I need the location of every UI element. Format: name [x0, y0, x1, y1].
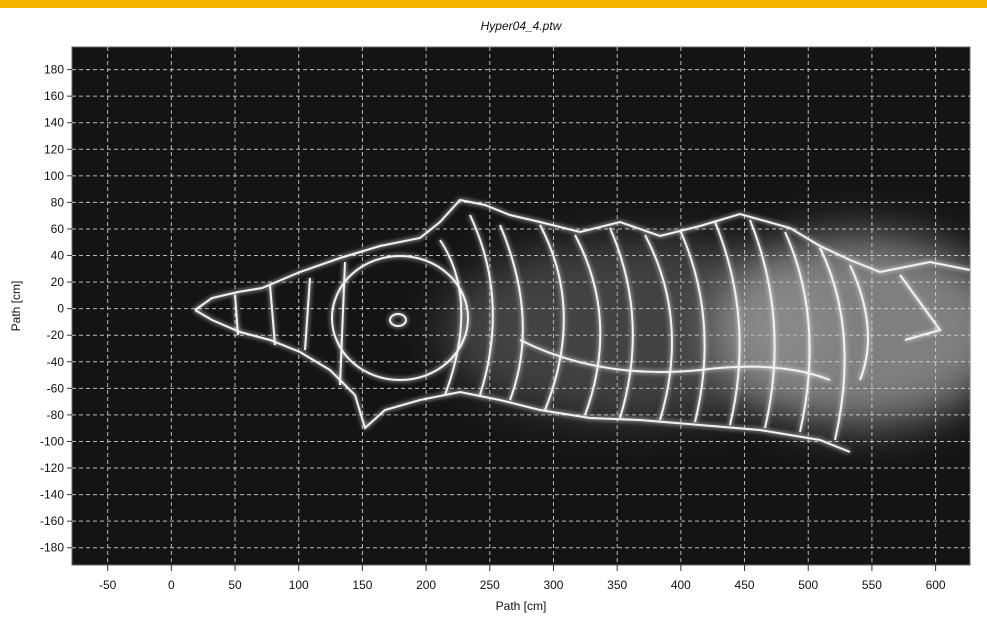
x-tick-label: 500 [798, 578, 818, 592]
x-tick-label: 350 [607, 578, 627, 592]
y-tick-label: 60 [51, 222, 65, 236]
y-tick-label: -40 [47, 355, 65, 369]
y-tick-label: 180 [44, 63, 64, 77]
y-tick-label: -60 [47, 381, 65, 395]
x-tick-label: 150 [352, 578, 372, 592]
x-tick-label: 600 [926, 578, 946, 592]
y-tick-label: 140 [44, 116, 64, 130]
x-tick-label: 400 [671, 578, 691, 592]
x-tick-label: 300 [543, 578, 563, 592]
y-tick-label: 0 [57, 302, 64, 316]
x-tick-label: -50 [99, 578, 117, 592]
x-tick-label: 100 [289, 578, 309, 592]
x-tick-label: 0 [168, 578, 175, 592]
x-axis-label: Path [cm] [496, 599, 547, 613]
y-tick-label: -160 [40, 514, 64, 528]
y-tick-label: 160 [44, 89, 64, 103]
x-tick-label: 50 [228, 578, 242, 592]
x-tick-label: 250 [480, 578, 500, 592]
page: Hyper04_4.ptw Path [cm] Path [cm] -50 0 50… [0, 0, 987, 617]
y-tick-label: 120 [44, 142, 64, 156]
y-tick-label: -80 [47, 408, 65, 422]
y-tick-label: -100 [40, 434, 64, 448]
x-tick-label: 450 [735, 578, 755, 592]
y-tick-label: 40 [51, 249, 65, 263]
y-tick-label: -140 [40, 488, 64, 502]
y-axis-label: Path [cm] [9, 281, 23, 332]
y-tick-label: 80 [51, 195, 65, 209]
y-tick-label: -20 [47, 328, 65, 342]
x-tick-label: 550 [862, 578, 882, 592]
top-band [0, 0, 987, 8]
y-tick-label: -120 [40, 461, 64, 475]
chart: Hyper04_4.ptw Path [cm] Path [cm] -50 0 50… [0, 0, 987, 617]
chart-title: Hyper04_4.ptw [481, 19, 563, 33]
x-tick-label: 200 [416, 578, 436, 592]
y-tick-label: 20 [51, 275, 65, 289]
y-tick-label: 100 [44, 169, 64, 183]
y-tick-label: -180 [40, 541, 64, 555]
